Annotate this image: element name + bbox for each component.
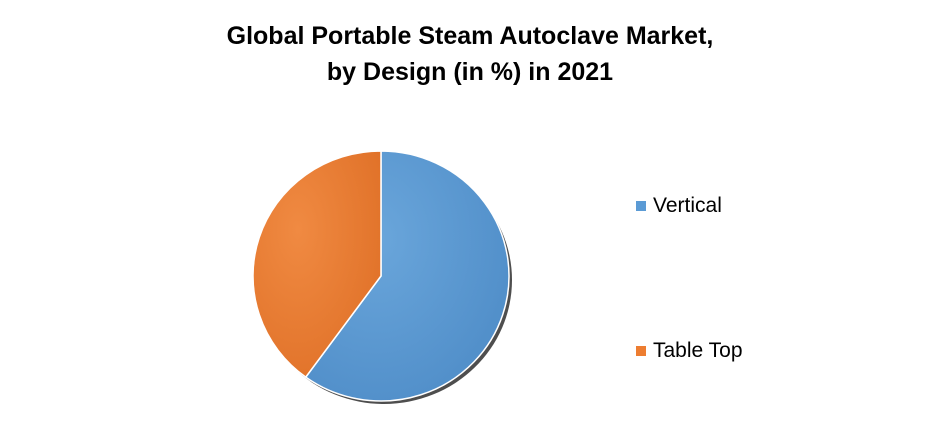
- legend: Vertical Table Top: [636, 0, 936, 447]
- legend-label-vertical: Vertical: [653, 194, 722, 217]
- chart-title-line-1: Global Portable Steam Autoclave Market,: [226, 22, 714, 50]
- legend-swatch-vertical: [636, 201, 646, 211]
- legend-item-vertical: Vertical: [636, 193, 722, 219]
- pie-slice-vertical: [304, 150, 510, 402]
- legend-swatch-table-top: [636, 346, 646, 356]
- pie-slice-table-top: [252, 150, 382, 379]
- legend-item-table-top: Table Top: [636, 338, 743, 364]
- chart-title-line-2: by Design (in %) in 2021: [326, 58, 614, 86]
- legend-label-table-top: Table Top: [653, 339, 743, 362]
- chart-title: Global Portable Steam Autoclave Market, …: [0, 18, 940, 90]
